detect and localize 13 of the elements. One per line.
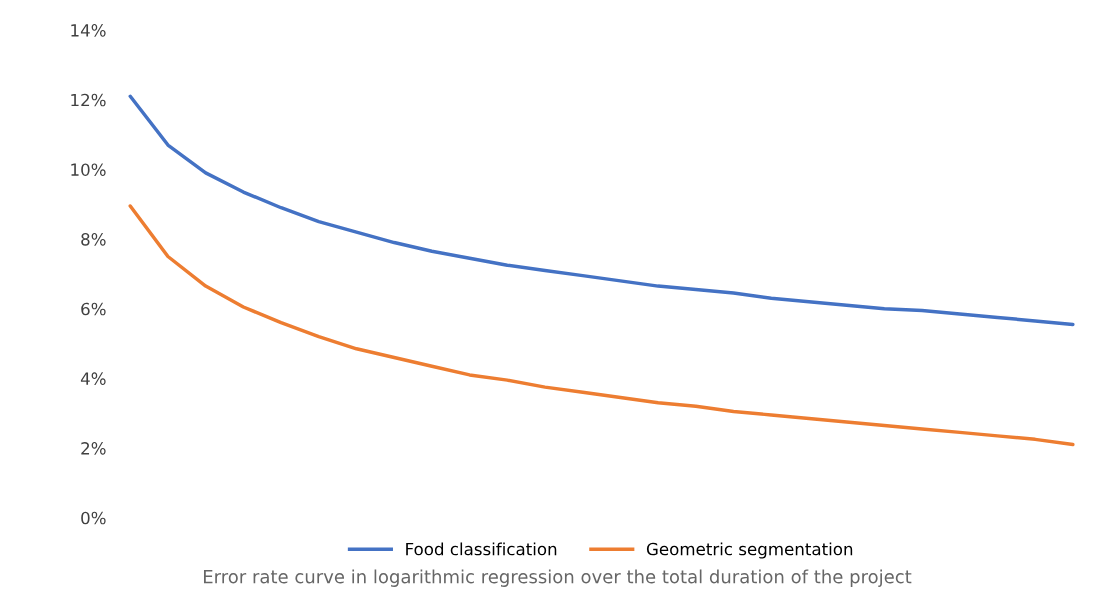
y-tick-label: 4%: [80, 372, 106, 385]
y-tick-label: 8%: [81, 233, 106, 246]
legend-label: Food classification: [406, 542, 557, 556]
line-series: [128, 94, 1075, 327]
y-tick-label: 10%: [71, 163, 106, 176]
y-tick-label: 0%: [81, 511, 106, 525]
legend-label: Geometric segmentation: [646, 542, 853, 559]
y-tick-label: 14%: [71, 24, 106, 37]
y-tick-label: 6%: [81, 302, 106, 316]
text: Error rate curve in logarithmic regression over the total duration of the project: [204, 569, 912, 587]
y-tick-label: 12%: [71, 93, 106, 107]
line-series: [128, 204, 1075, 447]
y-tick-label: 2%: [81, 442, 106, 455]
